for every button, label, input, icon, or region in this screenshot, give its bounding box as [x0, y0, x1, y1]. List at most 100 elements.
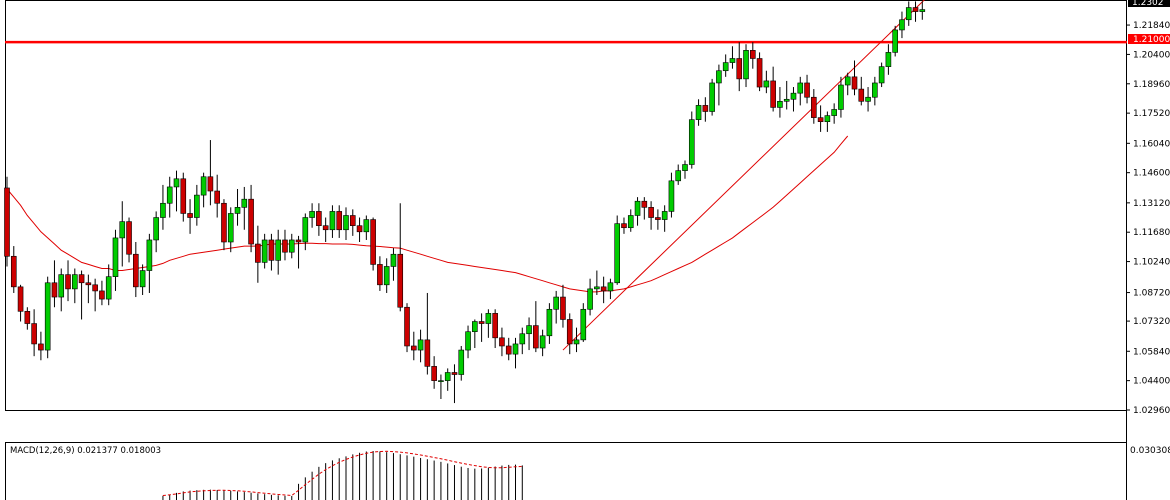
candle [641, 197, 648, 220]
candle-body-up [458, 349, 465, 375]
candle [607, 278, 614, 300]
candle [621, 217, 627, 234]
candle-body-up [695, 105, 702, 120]
candle [4, 176, 10, 267]
candle-body-down [648, 207, 654, 218]
candle [919, 1, 926, 20]
candle-body-up [227, 213, 234, 243]
candle-body-down [38, 343, 44, 351]
horizontal-level-tag [1128, 34, 1170, 44]
candle-body-up [166, 186, 173, 204]
macd-title: MACD(12,26,9) 0.021377 0.018003 [10, 446, 161, 456]
candle [153, 211, 159, 253]
candle-body-down [804, 82, 810, 98]
candle [634, 197, 641, 226]
candle [343, 207, 349, 240]
trend-line [562, 0, 925, 351]
candle-body-up [519, 333, 526, 345]
candle-body-down [451, 372, 458, 375]
candle [17, 284, 24, 322]
price-tick-label: 1.13120 [1133, 199, 1170, 209]
candle [505, 337, 512, 361]
candle [594, 270, 600, 296]
candle-body-down [356, 225, 363, 233]
candle-body-up [512, 343, 519, 355]
candle [736, 42, 743, 92]
candle [316, 203, 322, 236]
candle-body-down [505, 345, 512, 355]
candle [78, 270, 85, 320]
candle [851, 60, 858, 96]
price-tick-label: 1.16040 [1133, 139, 1170, 149]
candle [627, 209, 634, 232]
price-tick-label: 1.10240 [1133, 258, 1170, 268]
candle [573, 327, 580, 353]
candle [227, 207, 234, 253]
candle-body-down [756, 58, 763, 88]
candle-body-down [99, 290, 105, 300]
candle-body-up [627, 215, 634, 229]
candle [472, 319, 478, 349]
candle [248, 184, 254, 253]
candle-body-up [919, 9, 926, 12]
candlestick-series [4, 1, 926, 404]
candle-body-up [390, 253, 397, 267]
candle-body-down [255, 243, 261, 263]
candle [65, 260, 71, 302]
candle-body-down [336, 211, 343, 231]
candle-body-up [573, 339, 580, 345]
candle [336, 205, 343, 238]
candle-body-up [288, 239, 295, 253]
candle-body-up [472, 321, 478, 333]
candle [770, 66, 776, 112]
candle-body-down [133, 253, 139, 288]
price-tick-label: 1.21840 [1133, 21, 1170, 31]
candle-body-up [838, 84, 844, 110]
candle-body-down [377, 264, 383, 286]
candle-body-up [824, 115, 831, 123]
candle [797, 76, 804, 106]
macd-signal-line [162, 450, 523, 497]
candle [675, 164, 682, 185]
candle [390, 248, 397, 281]
candle-body-down [811, 96, 817, 118]
candle-body-down [282, 239, 288, 253]
candle-body-up [465, 331, 471, 351]
candle [695, 99, 702, 126]
candle-body-up [485, 313, 492, 324]
candle-body-down [492, 313, 498, 339]
candle [383, 258, 390, 293]
candle-body-down [180, 178, 187, 214]
price-tick-label: 1.20400 [1133, 50, 1170, 60]
candle [105, 264, 112, 306]
candle-body-down [295, 239, 302, 243]
candle-body-up [607, 282, 614, 292]
candle-body-down [221, 202, 227, 243]
moving-average-layer [6, 0, 925, 351]
candle-body-down [316, 211, 322, 226]
price-tick-label: 1.11680 [1133, 228, 1170, 238]
candle-body-up [844, 76, 851, 86]
candle [865, 87, 871, 112]
candle-body-up [709, 82, 715, 112]
candle [878, 62, 885, 88]
candle [661, 205, 668, 232]
candle-body-up [594, 286, 600, 290]
candle [51, 260, 58, 308]
candle [166, 176, 173, 218]
candle-body-up [885, 52, 892, 67]
candle-body-down [268, 239, 275, 261]
candle-body-up [790, 92, 797, 100]
price-tick-label: 1.14600 [1133, 169, 1170, 179]
candle-body-down [65, 274, 71, 290]
candle-body-down [92, 284, 98, 292]
candle-body-up [526, 325, 532, 335]
candle [756, 52, 763, 92]
candle-body-down [641, 200, 648, 208]
candle-body-up [892, 29, 898, 53]
candle [282, 229, 288, 261]
candle [912, 1, 919, 22]
candle [261, 233, 268, 269]
